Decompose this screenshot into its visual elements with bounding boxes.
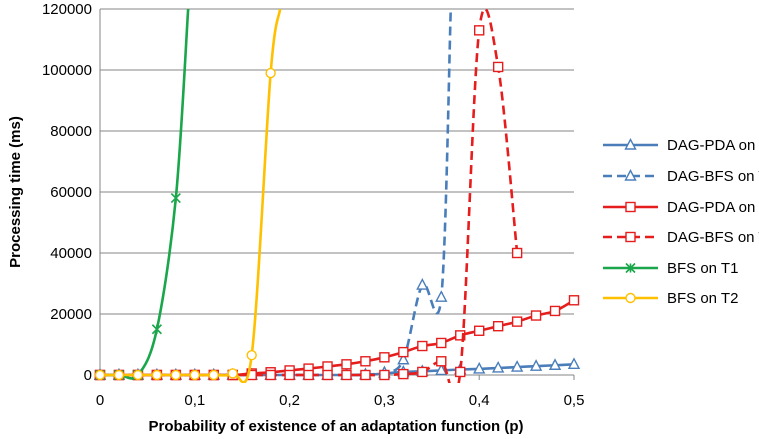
data-point xyxy=(435,290,448,302)
data-point xyxy=(341,369,352,381)
legend-item: DAG-PDA on T2 xyxy=(603,199,759,216)
data-point xyxy=(530,310,542,321)
y-tick-label: 40000 xyxy=(50,245,92,262)
data-point xyxy=(265,67,276,79)
legend-marker xyxy=(625,262,636,274)
data-point xyxy=(322,369,333,381)
data-point xyxy=(379,369,390,381)
x-tick-label: 0,1 xyxy=(184,392,205,409)
x-tick-label: 0,4 xyxy=(469,392,490,409)
series-bfs-on-t2 xyxy=(94,9,282,383)
data-point xyxy=(227,368,238,379)
legend-label: DAG-PDA on T2 xyxy=(667,199,759,216)
legend-marker xyxy=(625,231,636,243)
data-point xyxy=(360,369,371,381)
data-point xyxy=(94,369,106,381)
data-point xyxy=(416,278,429,290)
tick-labels: 0 20000 40000 60000 80000 100000 120000 0 0,1 0,2… xyxy=(42,1,584,409)
data-point xyxy=(568,295,580,306)
grid xyxy=(100,8,574,315)
data-point xyxy=(548,358,562,370)
legend-label: DAG-BFS on T1 xyxy=(667,168,759,185)
data-point xyxy=(208,369,219,381)
legend-item: DAG-PDA on T1 xyxy=(603,137,759,154)
legend-label: DAG-BFS on T2 xyxy=(667,229,759,246)
data-point xyxy=(492,61,504,73)
data-point xyxy=(397,352,410,365)
data-point xyxy=(417,366,428,378)
data-point xyxy=(510,360,524,372)
data-point xyxy=(511,316,523,327)
data-point xyxy=(265,369,276,381)
data-point xyxy=(398,346,409,358)
data-point xyxy=(360,356,371,367)
legend-label: DAG-PDA on T1 xyxy=(667,137,759,154)
data-point xyxy=(132,369,144,381)
y-tick-label: 0 xyxy=(84,367,92,384)
legend: DAG-PDA on T1 DAG-BFS on T1 DAG-PDA on T2 D… xyxy=(603,137,759,307)
legend-marker xyxy=(624,137,637,150)
series-line xyxy=(100,299,575,377)
series-bfs-on-t1 xyxy=(94,9,190,381)
data-point xyxy=(474,325,485,336)
series xyxy=(93,9,581,383)
data-point xyxy=(529,359,543,371)
data-point xyxy=(322,361,333,372)
x-axis-title: Probability of existence of an adaptatio… xyxy=(148,418,523,435)
y-tick-label: 80000 xyxy=(50,123,92,140)
data-point xyxy=(341,359,352,370)
data-point xyxy=(398,368,409,380)
legend-item: BFS on T1 xyxy=(603,260,738,277)
data-point xyxy=(189,369,201,381)
data-point xyxy=(170,369,182,381)
data-point xyxy=(436,356,447,367)
legend-item: DAG-BFS on T1 xyxy=(603,168,759,185)
y-tick-label: 100000 xyxy=(42,62,92,79)
data-point xyxy=(567,357,581,370)
series-dag-bfs-on-t1 xyxy=(93,9,453,380)
x-tick-label: 0,3 xyxy=(374,392,395,409)
data-point xyxy=(113,369,125,381)
series-line xyxy=(100,9,282,383)
data-point xyxy=(246,349,257,361)
x-tick-label: 0,2 xyxy=(279,392,300,409)
data-point xyxy=(492,321,504,332)
legend-item: DAG-BFS on T2 xyxy=(603,229,759,246)
x-tick-label: 0,5 xyxy=(564,392,585,409)
y-tick-label: 60000 xyxy=(50,184,92,201)
data-point xyxy=(473,361,486,374)
legend-marker xyxy=(625,201,636,213)
data-point xyxy=(436,337,447,349)
y-tick-label: 120000 xyxy=(42,1,92,18)
legend-label: BFS on T2 xyxy=(667,290,738,307)
series-line xyxy=(100,9,190,380)
data-point xyxy=(511,247,523,259)
data-point xyxy=(151,369,163,381)
data-point xyxy=(435,363,448,376)
data-point xyxy=(549,305,561,317)
legend-item: BFS on T2 xyxy=(603,290,738,307)
data-point xyxy=(379,352,390,363)
data-point xyxy=(303,369,314,381)
data-point xyxy=(284,369,295,381)
data-point xyxy=(417,340,428,352)
legend-label: BFS on T1 xyxy=(667,260,738,277)
data-point xyxy=(492,360,505,373)
data-point xyxy=(151,324,162,335)
x-tick-label: 0 xyxy=(96,392,104,409)
y-tick-label: 20000 xyxy=(50,306,92,323)
data-point xyxy=(474,25,485,36)
y-axis-title: Processing time (ms) xyxy=(7,116,24,268)
legend-marker xyxy=(625,292,636,304)
data-point xyxy=(170,193,181,204)
data-point xyxy=(455,330,466,341)
data-point xyxy=(455,366,466,378)
legend-marker xyxy=(624,168,637,181)
